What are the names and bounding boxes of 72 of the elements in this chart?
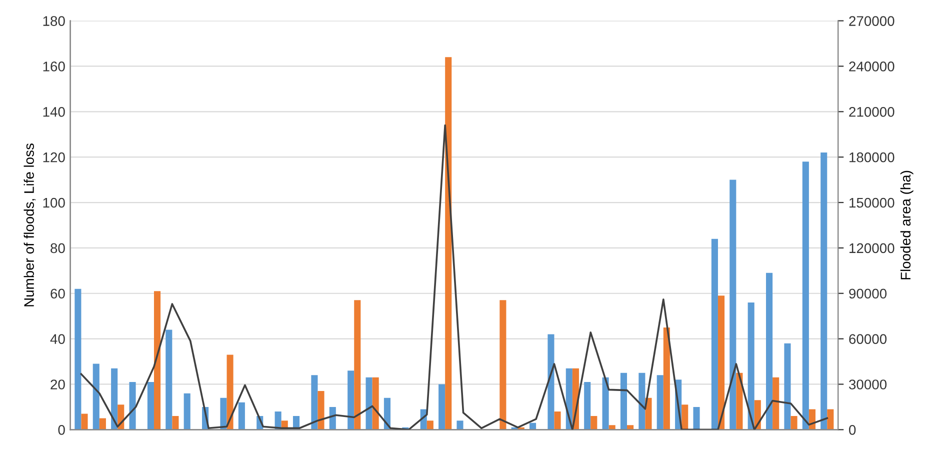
bar [318, 391, 324, 430]
bar [682, 404, 688, 430]
y2-tick-label: 270000 [849, 16, 894, 26]
bar [238, 402, 245, 430]
bar [638, 372, 646, 430]
bar [663, 327, 670, 430]
bar [147, 382, 154, 430]
y-tick-label: 120 [43, 152, 65, 162]
bar [456, 420, 464, 430]
y-tick-label: 40 [50, 334, 65, 344]
y2-axis-title: Flooded area (ha) [900, 170, 914, 280]
bar [802, 162, 809, 430]
bar [620, 372, 628, 430]
y2-tick-label: 180000 [850, 152, 894, 162]
y-tick-label: 140 [43, 106, 65, 117]
bar [129, 382, 136, 430]
bar [711, 238, 718, 430]
bar [554, 411, 561, 430]
bar [645, 398, 652, 430]
bar [584, 382, 591, 430]
bar [656, 375, 664, 430]
bar [184, 393, 190, 430]
y2-tick-label: 210000 [849, 106, 894, 117]
bar [99, 418, 106, 430]
bar [602, 377, 609, 430]
y2-tick-label: 90000 [849, 288, 887, 299]
y2-tick-label: 150000 [850, 198, 894, 208]
y-tick-label: 60 [50, 288, 65, 299]
bar [154, 291, 161, 430]
bar [366, 377, 372, 430]
y2-tick-label: 120000 [850, 243, 894, 254]
bar [372, 377, 379, 430]
bar [820, 152, 828, 430]
y2-tick-label: 60000 [849, 334, 887, 344]
bar [220, 398, 227, 430]
bar [790, 416, 798, 430]
bar [354, 300, 361, 430]
y2-tick-label: 240000 [849, 62, 894, 72]
bar [730, 180, 736, 430]
y-tick-label: 80 [50, 243, 65, 254]
bar [718, 296, 725, 430]
bar [548, 334, 554, 430]
bar [748, 302, 754, 430]
bar [766, 272, 773, 430]
bar [590, 416, 598, 430]
y-axis-title: Number of floods, Life loss [24, 144, 36, 306]
y-tick-label: 180 [43, 16, 65, 26]
y-tick-label: 20 [50, 380, 65, 390]
bar [827, 409, 834, 430]
bar [111, 368, 118, 430]
bar [500, 300, 506, 430]
y-tick-label: 160 [43, 62, 65, 72]
bar [311, 375, 318, 430]
bar [172, 416, 179, 430]
bar [226, 354, 234, 430]
y2-tick-label: 30000 [848, 380, 887, 390]
y2-tick-label: 0 [849, 424, 856, 435]
bar [81, 414, 88, 430]
line-series [80, 124, 828, 430]
bar [445, 57, 452, 430]
bar [348, 370, 354, 430]
bar [74, 288, 82, 430]
bar [426, 420, 434, 430]
y-tick-label: 100 [43, 198, 65, 208]
bar [438, 384, 446, 430]
bar [166, 330, 172, 430]
y-tick-label: 0 [58, 424, 65, 435]
bar [693, 406, 700, 430]
bar [784, 343, 791, 430]
bar [92, 364, 100, 430]
bar [772, 377, 780, 430]
bar [736, 372, 743, 430]
